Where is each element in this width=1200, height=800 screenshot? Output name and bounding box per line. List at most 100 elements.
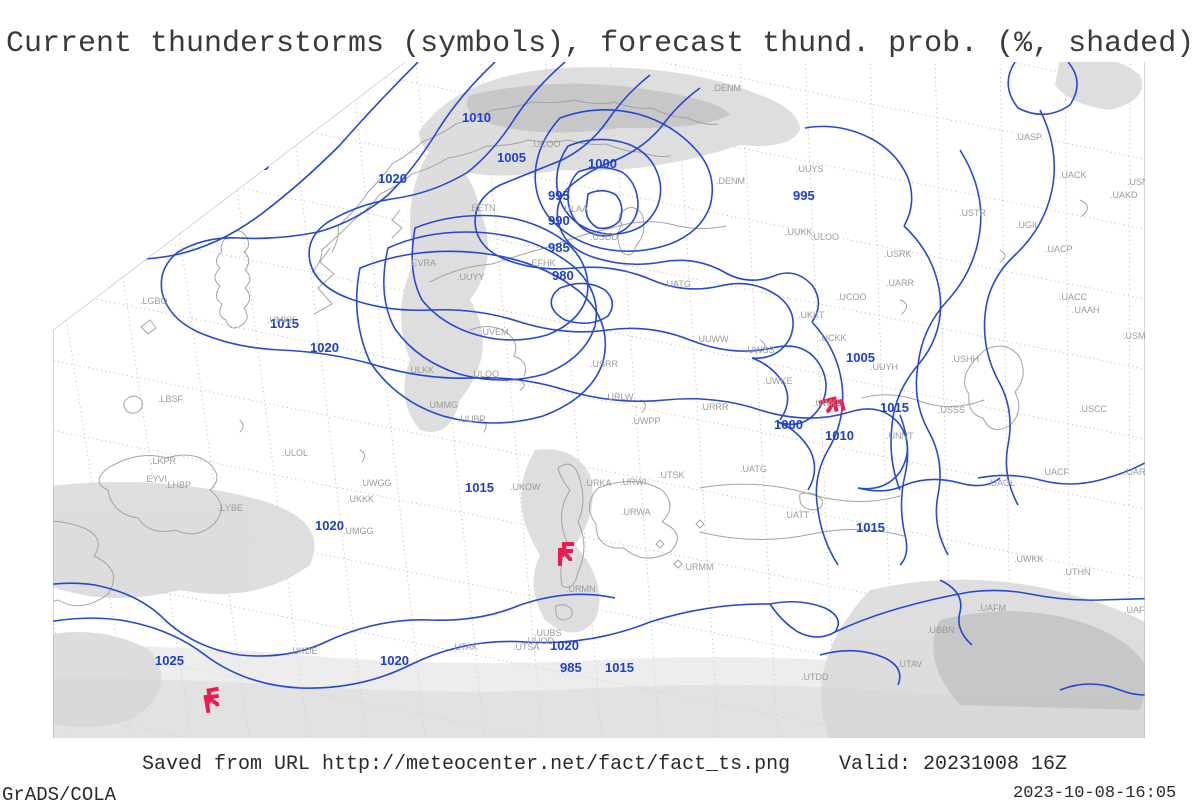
svg-text:1025: 1025: [155, 653, 184, 668]
svg-text:.UACF: .UACF: [1042, 467, 1070, 477]
svg-text:995: 995: [548, 188, 570, 203]
svg-text:1015: 1015: [605, 660, 634, 675]
svg-text:.UAOL: .UAOL: [988, 478, 1015, 488]
svg-text:.UTSK: .UTSK: [658, 470, 685, 480]
svg-text:1025: 1025: [240, 158, 269, 173]
svg-text:1015: 1015: [465, 480, 494, 495]
svg-text:.UGII: .UGII: [1016, 220, 1037, 230]
svg-text:.UCOO: .UCOO: [837, 292, 867, 302]
svg-text:.UACK: .UACK: [1059, 170, 1087, 180]
svg-text:.LGBO: .LGBO: [140, 296, 168, 306]
svg-text:.URRR: .URRR: [700, 402, 729, 412]
svg-text:.USRR: .USRR: [590, 359, 619, 369]
svg-text:.UVEM: .UVEM: [480, 327, 509, 337]
svg-text:.UWGG: .UWGG: [360, 478, 392, 488]
svg-text:.UTHN: .UTHN: [1063, 567, 1091, 577]
svg-text:985: 985: [560, 660, 582, 675]
svg-text:.UACP: .UACP: [1045, 244, 1073, 254]
svg-text:.LKPR: .LKPR: [150, 456, 177, 466]
svg-text:.UTDD: .UTDD: [801, 672, 829, 682]
svg-text:.USNR: .USNR: [1127, 177, 1156, 187]
svg-text:.UCOO: .UCOO: [531, 139, 561, 149]
svg-text:.UATG: .UATG: [664, 279, 691, 289]
svg-text:.UBBN: .UBBN: [927, 625, 955, 635]
svg-text:.UUBP: .UUBP: [458, 414, 486, 424]
svg-text:.UKKK: .UKKK: [347, 494, 374, 504]
svg-text:.USHH: .USHH: [951, 354, 979, 364]
svg-text:.UUYY: .UUYY: [457, 272, 485, 282]
svg-text:.UAFM: .UAFM: [978, 603, 1006, 613]
svg-text:1010: 1010: [462, 110, 491, 125]
svg-text:.LOWW: .LOWW: [43, 179, 75, 189]
svg-text:1015: 1015: [856, 520, 885, 535]
svg-text:.DENM: .DENM: [716, 176, 745, 186]
svg-text:1000: 1000: [588, 156, 617, 171]
svg-text:.LYBE: .LYBE: [218, 503, 243, 513]
svg-text:.UKDE: .UKDE: [290, 646, 318, 656]
svg-text:.UWKK: .UWKK: [1014, 554, 1044, 564]
svg-text:.URKA: .URKA: [584, 478, 612, 488]
svg-text:.UBBG: .UBBG: [130, 162, 158, 172]
svg-text:.LIRA: .LIRA: [206, 110, 229, 120]
svg-text:990: 990: [548, 213, 570, 228]
svg-text:.UWPP: .UWPP: [631, 416, 661, 426]
svg-text:.UWKE: .UWKE: [763, 376, 793, 386]
svg-text:.ULOO: .ULOO: [220, 113, 248, 123]
svg-text:.DENM: .DENM: [712, 83, 741, 93]
svg-text:.UMMG: .UMMG: [427, 400, 458, 410]
svg-text:.UACC: .UACC: [1059, 292, 1088, 302]
svg-text:1010: 1010: [825, 428, 854, 443]
svg-text:.UAAH: .UAAH: [1072, 305, 1100, 315]
svg-text:.UNOO: .UNOO: [1154, 297, 1184, 307]
svg-text:1020: 1020: [378, 171, 407, 186]
svg-text:980: 980: [552, 268, 574, 283]
svg-text:.UTAK: .UTAK: [452, 642, 478, 652]
svg-text:.LBGP: .LBGP: [21, 403, 48, 413]
svg-text:.URWI: .URWI: [620, 477, 646, 487]
svg-text:.ULOL: .ULOL: [282, 448, 308, 458]
svg-text:.UNNT: .UNNT: [886, 431, 914, 441]
svg-text:.UWKE: .UWKE: [813, 398, 843, 408]
svg-text:.UASP: .UASP: [1015, 132, 1042, 142]
svg-text:.UAKD: .UAKD: [1110, 190, 1138, 200]
svg-text:.UUWW: .UUWW: [696, 334, 729, 344]
svg-text:.UAFM: .UAFM: [1124, 605, 1152, 615]
svg-text:.UKKT: .UKKT: [798, 310, 825, 320]
svg-text:.UARK: .UARK: [1124, 467, 1152, 477]
svg-text:.UKOW: .UKOW: [510, 482, 541, 492]
svg-text:.UUBS: .UUBS: [534, 628, 562, 638]
svg-text:.UUDD: .UUDD: [1145, 231, 1174, 241]
svg-text:.UUYS: .UUYS: [796, 164, 824, 174]
svg-text:.EETN: .EETN: [469, 203, 496, 213]
svg-text:1005: 1005: [497, 150, 526, 165]
svg-text:.UTAV: .UTAV: [897, 659, 922, 669]
svg-text:.URMN: .URMN: [566, 584, 596, 594]
svg-text:.LBSF: .LBSF: [158, 394, 184, 404]
svg-text:.ULOO: .ULOO: [811, 232, 839, 242]
svg-text:.LHBP: .LHBP: [165, 480, 191, 490]
svg-text:.UUKK: .UUKK: [785, 227, 813, 237]
svg-text:.LWIM: .LWIM: [140, 230, 165, 240]
svg-text:.USMU: .USMU: [1123, 331, 1152, 341]
svg-text:.LIRE: .LIRE: [181, 149, 204, 159]
svg-text:1000: 1000: [774, 417, 803, 432]
svg-text:1020: 1020: [380, 653, 409, 668]
svg-text:1015: 1015: [880, 400, 909, 415]
svg-text:.EYVI: .EYVI: [144, 474, 167, 484]
svg-text:.UTSA: .UTSA: [513, 642, 540, 652]
svg-text:.UCKK: .UCKK: [819, 333, 847, 343]
svg-text:1020: 1020: [550, 638, 579, 653]
svg-text:1020: 1020: [310, 340, 339, 355]
svg-text:.URWA: .URWA: [621, 507, 651, 517]
svg-text:.USDD: .USDD: [590, 232, 619, 242]
svg-text:995: 995: [793, 188, 815, 203]
svg-text:.ULOO: .ULOO: [471, 369, 499, 379]
svg-text:.USSS: .USSS: [938, 405, 965, 415]
svg-text:.URMM: .URMM: [683, 562, 714, 572]
svg-text:1020: 1020: [315, 518, 344, 533]
svg-text:.USCC: .USCC: [1079, 404, 1108, 414]
svg-text:.UARR: .UARR: [886, 278, 915, 288]
svg-text:.EVRA: .EVRA: [409, 258, 436, 268]
svg-text:.ULKK: .ULKK: [408, 365, 434, 375]
svg-text:.UATG: .UATG: [740, 464, 767, 474]
